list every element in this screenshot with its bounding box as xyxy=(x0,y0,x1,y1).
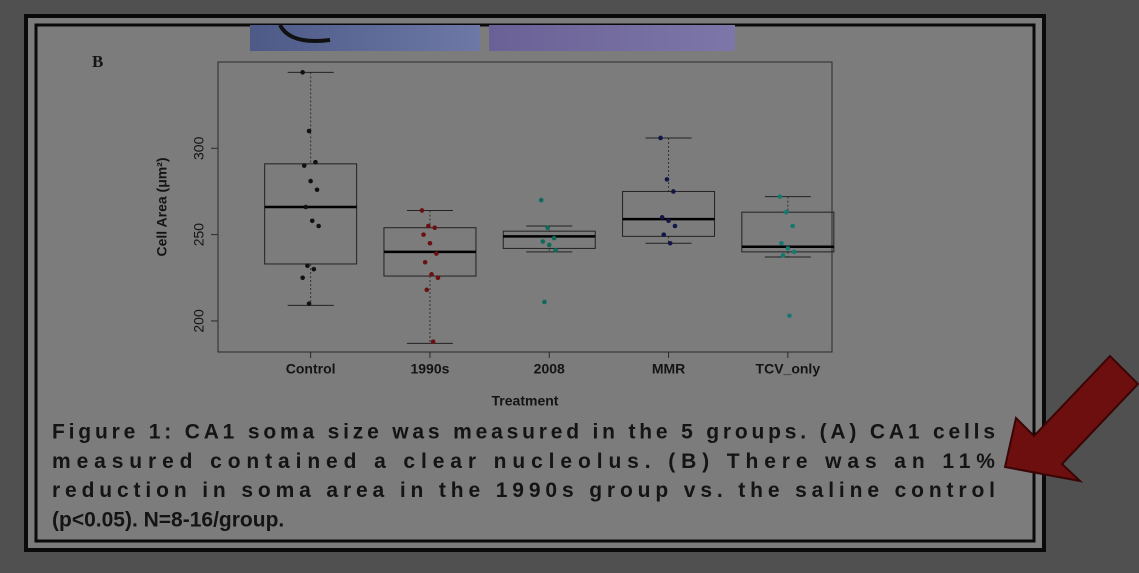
image-strip xyxy=(489,25,735,51)
point xyxy=(673,224,678,229)
point xyxy=(307,301,312,306)
point xyxy=(429,272,434,277)
x-tick-label: MMR xyxy=(652,361,685,377)
point xyxy=(792,250,797,255)
point xyxy=(304,205,309,210)
y-tick-label: 300 xyxy=(191,136,207,160)
point xyxy=(310,219,315,224)
point xyxy=(539,198,544,203)
point xyxy=(423,260,428,265)
x-axis-label: Treatment xyxy=(492,393,559,409)
point xyxy=(552,236,557,241)
point xyxy=(315,187,320,192)
x-tick-label: 2008 xyxy=(534,361,565,377)
point xyxy=(542,300,547,305)
point xyxy=(313,160,318,165)
point xyxy=(658,136,663,141)
x-tick-label: TCV_only xyxy=(756,361,821,377)
point xyxy=(668,241,673,246)
point xyxy=(434,251,439,256)
point xyxy=(660,215,665,220)
point xyxy=(308,179,313,184)
point xyxy=(787,313,792,318)
y-axis-label: Cell Area (μm²) xyxy=(154,157,170,256)
x-tick-label: 1990s xyxy=(410,361,449,377)
point xyxy=(305,263,310,268)
point xyxy=(666,219,671,224)
point xyxy=(547,243,552,248)
caption-line: Figure 1: CA1 soma size was measured in … xyxy=(52,421,995,444)
x-tick-label: Control xyxy=(286,361,336,377)
point xyxy=(316,224,321,229)
point xyxy=(420,208,425,213)
point xyxy=(302,163,307,168)
point xyxy=(431,339,436,344)
panel-label: B xyxy=(92,52,103,71)
point xyxy=(779,241,784,246)
point xyxy=(312,267,317,272)
point xyxy=(661,232,666,237)
point xyxy=(426,224,431,229)
point xyxy=(300,275,305,280)
point xyxy=(428,241,433,246)
point xyxy=(300,70,305,75)
point xyxy=(784,210,789,215)
point xyxy=(665,177,670,182)
point xyxy=(421,232,426,237)
page: {"panel_label": "B", "chart_data": {"typ… xyxy=(0,0,1139,568)
point xyxy=(790,224,795,229)
point xyxy=(778,194,783,199)
y-tick-label: 250 xyxy=(191,223,207,247)
y-tick-label: 200 xyxy=(191,309,207,333)
point xyxy=(432,225,437,230)
point xyxy=(424,288,429,293)
point xyxy=(541,239,546,244)
point xyxy=(786,246,791,251)
caption-line: (p<0.05). N=8-16/group. xyxy=(52,508,284,531)
caption-line: reduction in soma area in the 1990s grou… xyxy=(52,479,995,502)
slide: B Cell Area (μm²) Treatment 200 250 300 Con… xyxy=(0,0,1139,568)
point xyxy=(545,225,550,230)
point xyxy=(553,248,558,253)
point xyxy=(436,275,441,280)
point xyxy=(671,189,676,194)
point xyxy=(781,253,786,258)
point xyxy=(307,129,312,134)
